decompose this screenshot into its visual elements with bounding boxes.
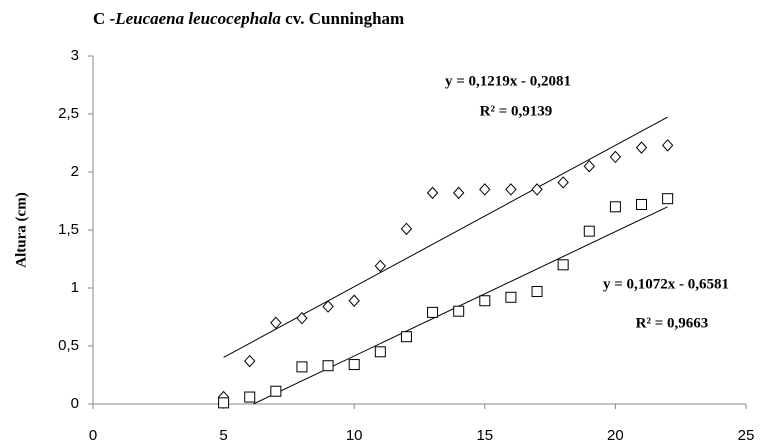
point bbox=[426, 186, 439, 200]
point bbox=[218, 397, 230, 409]
trendline bbox=[223, 116, 668, 358]
point bbox=[661, 139, 674, 152]
y-tick-label: 0 bbox=[71, 395, 79, 412]
title-part: Leucaena leucocephala bbox=[114, 9, 281, 28]
point bbox=[270, 316, 282, 330]
x-tick-label: 20 bbox=[607, 427, 624, 444]
point bbox=[557, 259, 569, 271]
point bbox=[557, 176, 569, 189]
x-tick-label: 0 bbox=[89, 427, 97, 444]
y-tick-label: 3 bbox=[71, 47, 79, 64]
x-tick-label: 25 bbox=[738, 427, 755, 444]
trend-equation: y = 0,1219x - 0,2081 bbox=[445, 73, 571, 89]
y-tick-label: 1,5 bbox=[58, 221, 79, 238]
point bbox=[244, 391, 256, 403]
point bbox=[531, 183, 543, 196]
point bbox=[636, 198, 648, 210]
chart-title: C -Leucaena leucocephala cv. Cunningham bbox=[93, 9, 404, 28]
point bbox=[296, 311, 308, 325]
x-tick-label: 5 bbox=[219, 427, 227, 444]
point bbox=[505, 183, 517, 196]
title-part: cv. Cunningham bbox=[281, 9, 404, 28]
title-part: C - bbox=[93, 9, 116, 28]
y-tick-label: 0,5 bbox=[58, 337, 79, 354]
point bbox=[322, 300, 334, 313]
point bbox=[453, 186, 465, 200]
point bbox=[244, 354, 256, 368]
point bbox=[609, 150, 622, 164]
point bbox=[348, 294, 360, 308]
trend-r2: R² = 0,9139 bbox=[480, 103, 553, 119]
point bbox=[374, 259, 386, 273]
point bbox=[479, 183, 491, 196]
point bbox=[374, 346, 386, 358]
point bbox=[531, 285, 543, 297]
point bbox=[427, 306, 439, 318]
point bbox=[400, 222, 413, 236]
point bbox=[505, 291, 517, 303]
point bbox=[662, 193, 674, 205]
point bbox=[635, 141, 648, 154]
y-tick-label: 2 bbox=[71, 163, 79, 180]
trend-equation: y = 0,1072x - 0,6581 bbox=[603, 276, 729, 292]
y-axis-label: Altura (cm) bbox=[13, 192, 29, 267]
x-tick-label: 10 bbox=[346, 427, 363, 444]
y-tick-label: 2,5 bbox=[58, 105, 79, 122]
point bbox=[348, 359, 360, 371]
y-tick-label: 1 bbox=[71, 279, 79, 296]
trend-r2: R² = 0,9663 bbox=[636, 315, 709, 331]
point bbox=[453, 305, 465, 317]
x-tick-label: 15 bbox=[476, 427, 493, 444]
point bbox=[583, 225, 595, 237]
point bbox=[400, 331, 412, 343]
point bbox=[270, 385, 282, 397]
point bbox=[583, 159, 595, 173]
point bbox=[479, 295, 491, 307]
trendline bbox=[253, 206, 668, 405]
point bbox=[322, 360, 334, 372]
point bbox=[296, 361, 308, 373]
point bbox=[609, 201, 621, 213]
